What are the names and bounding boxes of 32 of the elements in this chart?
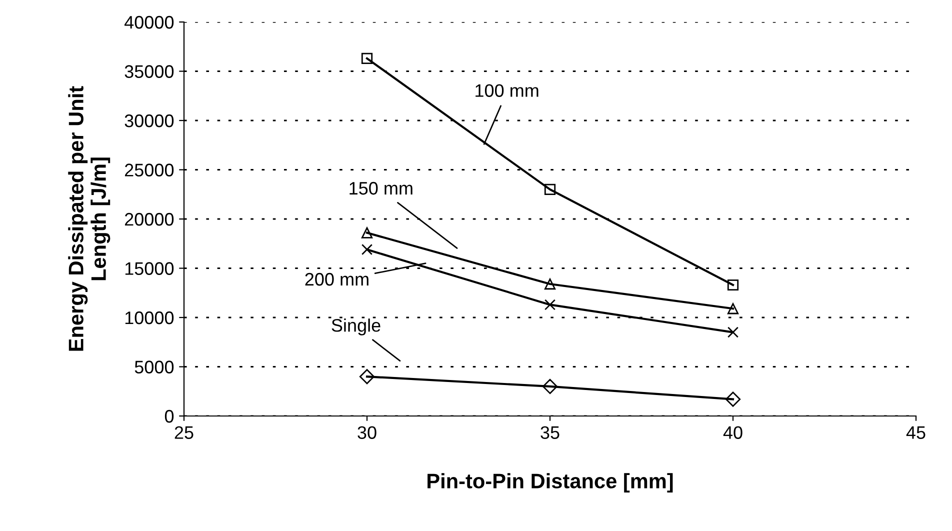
y-tick-label: 0	[164, 410, 174, 423]
point	[727, 279, 739, 291]
point	[361, 227, 373, 238]
annotation: 200 mm	[305, 272, 368, 286]
point	[361, 52, 373, 64]
y-tick-label: 35000	[124, 65, 174, 78]
annotation: Single	[332, 318, 380, 336]
y-tick-label: 5000	[134, 360, 174, 374]
x-axis-title: Pin-to-Pin Distance [mm]	[428, 473, 673, 493]
point	[361, 244, 373, 256]
point	[544, 278, 556, 290]
x-tick-label: 35	[540, 426, 560, 439]
point	[727, 326, 739, 338]
point	[727, 303, 739, 314]
y-tick-label: 15000	[125, 262, 174, 275]
y-tick-label: 25000	[124, 164, 174, 176]
point	[359, 369, 375, 384]
y-tick-label: 30000	[124, 114, 174, 128]
x-tick-label: 40	[723, 426, 742, 439]
annotation: 100 mm	[476, 84, 538, 97]
y-tick-label: 20000	[124, 212, 174, 226]
y-tick-label: 40000	[124, 16, 174, 29]
point	[542, 378, 558, 394]
annotation: 150 mm	[350, 182, 412, 195]
point	[544, 184, 556, 196]
y-axis-title: Energy Dissipated per Unit Length [J/m]	[68, 86, 110, 351]
x-tick-label: 30	[358, 426, 376, 439]
x-tick-label: 45	[906, 426, 926, 439]
y-tick-label: 10000	[125, 311, 174, 324]
point	[544, 299, 556, 310]
point	[725, 392, 741, 407]
x-tick-label: 25	[174, 426, 194, 439]
